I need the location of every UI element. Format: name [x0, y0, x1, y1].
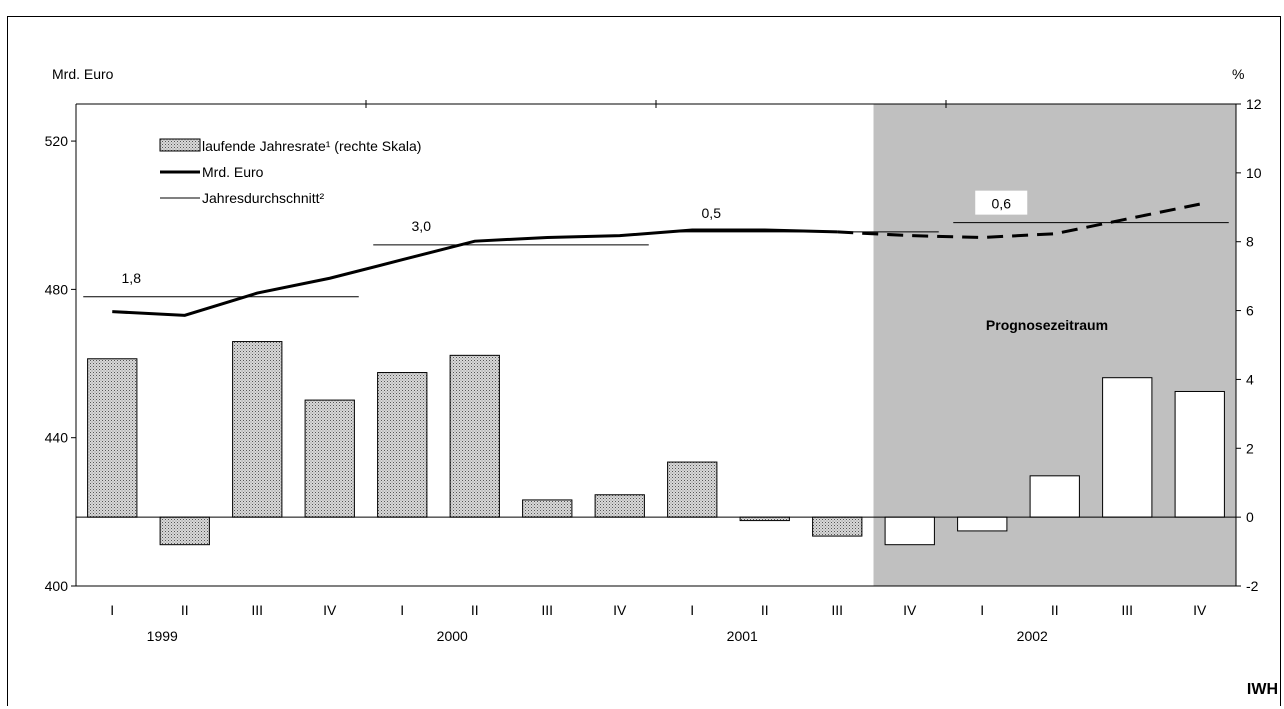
- avg-label-bg: [975, 190, 1028, 215]
- left-axis-unit: Mrd. Euro: [52, 66, 114, 82]
- avg-label-1: 3,0: [412, 218, 432, 234]
- bar-2: [232, 341, 283, 518]
- right-tick-label: 10: [1246, 165, 1262, 181]
- quarter-label: III: [831, 602, 843, 618]
- bar-1: [159, 516, 210, 546]
- legend-line-label: Mrd. Euro: [202, 164, 264, 180]
- quarter-label: I: [980, 602, 984, 618]
- right-axis-unit: %: [1232, 66, 1244, 82]
- quarter-label: I: [400, 602, 404, 618]
- bar-8: [667, 461, 718, 518]
- left-tick-label: 520: [45, 133, 69, 149]
- level-line-actual: [112, 228, 838, 317]
- quarter-label: IV: [903, 602, 917, 618]
- bar-0: [87, 358, 138, 518]
- right-tick-label: 0: [1246, 509, 1254, 525]
- bar-6: [522, 499, 573, 518]
- left-tick-label: 400: [45, 578, 69, 594]
- forecast-label: Prognosezeitraum: [986, 317, 1108, 333]
- bar-7: [594, 494, 645, 518]
- level-line-forecast: [837, 202, 1201, 239]
- bar-15: [1174, 390, 1225, 518]
- right-tick-label: 2: [1246, 440, 1254, 456]
- quarter-label: II: [471, 602, 479, 618]
- quarter-label: IV: [613, 602, 627, 618]
- bar-5: [449, 354, 500, 518]
- right-tick-label: 12: [1246, 96, 1262, 112]
- legend-avg-label: Jahresdurchschnitt²: [202, 190, 325, 206]
- legend-bars-swatch: [159, 138, 201, 152]
- bar-10: [812, 516, 863, 537]
- bar-14: [1102, 377, 1153, 518]
- avg-label-3: 0,6: [992, 196, 1012, 212]
- bar-11: [884, 516, 935, 546]
- quarter-label: II: [1051, 602, 1059, 618]
- bar-13: [1029, 475, 1080, 518]
- quarter-label: III: [1121, 602, 1133, 618]
- right-tick-label: 4: [1246, 371, 1254, 387]
- chart-frame: [7, 16, 1281, 706]
- quarter-label: II: [761, 602, 769, 618]
- quarter-label: I: [110, 602, 114, 618]
- source-label: IWH: [1247, 681, 1278, 698]
- right-tick-label: 8: [1246, 234, 1254, 250]
- quarter-label: IV: [323, 602, 337, 618]
- left-tick-label: 440: [45, 430, 69, 446]
- bar-3: [304, 399, 355, 518]
- avg-label-2: 0,5: [702, 205, 722, 221]
- legend-bars-label: laufende Jahresrate¹ (rechte Skala): [202, 138, 421, 154]
- right-tick-label: -2: [1246, 578, 1259, 594]
- year-label: 2002: [1017, 628, 1048, 644]
- right-tick-label: 6: [1246, 303, 1254, 319]
- quarter-label: II: [181, 602, 189, 618]
- bar-12: [957, 516, 1008, 532]
- bar-4: [377, 372, 428, 518]
- quarter-label: IV: [1193, 602, 1207, 618]
- quarter-label: I: [690, 602, 694, 618]
- year-label: 2001: [727, 628, 758, 644]
- year-label: 1999: [147, 628, 178, 644]
- legend: laufende Jahresrate¹ (rechte Skala) Mrd.…: [159, 138, 421, 206]
- bar-9: [739, 516, 790, 522]
- year-label: 2000: [437, 628, 468, 644]
- left-tick-label: 480: [45, 281, 69, 297]
- quarter-label: III: [251, 602, 263, 618]
- quarter-label: III: [541, 602, 553, 618]
- avg-label-0: 1,8: [122, 270, 142, 286]
